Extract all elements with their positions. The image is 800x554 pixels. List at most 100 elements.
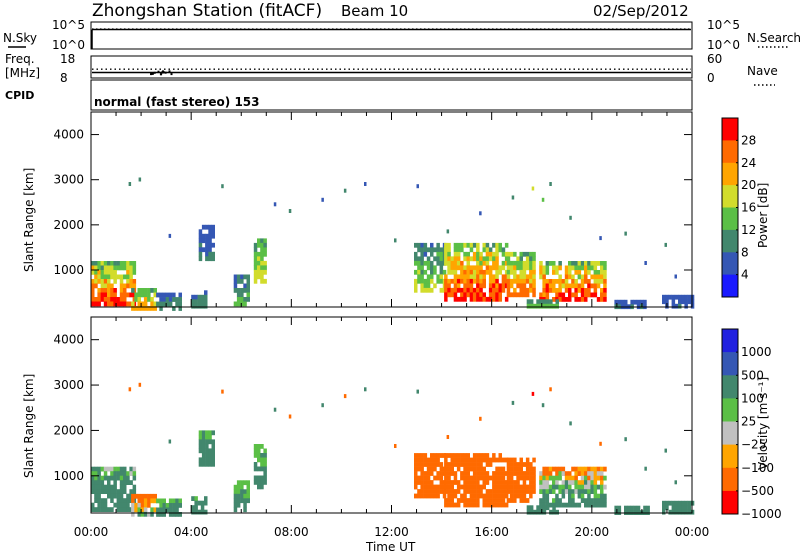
power-cell [257,251,261,257]
power-cell [91,261,95,266]
velocity-cell [417,457,421,463]
velocity-cell [492,493,496,499]
power-cell [687,294,692,300]
velocity-cell [529,489,533,494]
velocity-cell [584,466,588,472]
power-cell [684,303,688,309]
power-cell [439,251,444,257]
power-cell [463,251,467,257]
velocity-cell [257,448,261,454]
power-colorbar-segment [722,140,738,164]
velocity-scatter-point [128,387,132,392]
velocity-cell [116,471,121,476]
velocity-cell [469,462,474,467]
power-cell [516,274,520,280]
power-scatter-point [288,209,292,213]
velocity-cell [498,502,502,508]
power-cell [529,283,533,289]
velocity-colorbar-segment [722,398,738,422]
velocity-cell [208,457,212,463]
velocity-cell [555,480,559,485]
power-cell [555,303,559,309]
power-cell [564,288,569,293]
velocity-cell [162,507,166,513]
velocity-cell [498,480,502,485]
power-cell [159,292,163,298]
power-cell [596,297,601,302]
velocity-cell [172,503,176,508]
power-cell [126,301,130,307]
power-cell [584,270,588,275]
cpid-label: CPID [5,89,34,102]
power-cell [240,301,244,307]
power-cell [555,270,559,275]
power-cell [532,278,536,284]
velocity-cell [447,498,451,503]
velocity-cell [519,466,523,472]
velocity-cell [260,475,264,481]
velocity-cell [482,493,486,499]
beam-label: Beam 10 [341,2,408,20]
velocity-cell [211,443,215,449]
velocity-cell [260,466,264,472]
velocity-cell [552,502,556,508]
velocity-cell [460,484,464,490]
power-cell [603,274,607,280]
power-cell [495,251,499,257]
velocity-cell [476,493,480,499]
velocity-colorbar-segment [722,329,738,353]
power-cell [469,283,474,289]
velocity-scatter-point [531,391,535,396]
velocity-cell [509,466,514,472]
velocity-cell [110,471,114,476]
power-cell [593,292,598,298]
velocity-cell [123,466,127,472]
power-cell [574,297,578,302]
velocity-cell [417,489,421,494]
power-cell [479,296,483,302]
velocity-cell [439,466,444,472]
power-cell [260,274,264,280]
power-cell [123,292,127,298]
velocity-cell [574,502,578,508]
power-cell [519,269,523,275]
power-cell [414,283,418,289]
velocity-cell [263,471,267,476]
power-cell [519,292,523,298]
velocity-cell [516,471,520,476]
velocity-cell [131,498,135,504]
velocity-cell [513,489,517,494]
velocity-cell [444,475,448,481]
power-cell [485,256,490,262]
velocity-cell [633,505,638,511]
power-cell [466,256,470,262]
power-cell [526,299,531,305]
velocity-cell [542,509,547,515]
power-patch [539,261,607,302]
power-cell [509,269,514,275]
power-cell [417,247,421,253]
velocity-cell [492,480,496,485]
power-cell [506,260,511,266]
power-cell [103,288,108,293]
power-cell [643,299,647,305]
power-cell [94,279,98,284]
velocity-cell [603,498,607,503]
velocity-cell [129,480,133,485]
power-cell [426,287,431,293]
power-cell [132,261,137,266]
power-cell [476,278,480,284]
velocity-cell [129,466,133,472]
power-cell [103,265,108,271]
power-cell [420,287,424,293]
velocity-cell [525,498,530,503]
velocity-cell [211,430,215,436]
power-cell [257,274,261,280]
velocity-cell [420,480,424,485]
power-cell [414,256,418,262]
velocity-cell [564,489,569,494]
power-cell [463,265,467,271]
velocity-cell [444,484,448,490]
power-cell [439,247,444,253]
